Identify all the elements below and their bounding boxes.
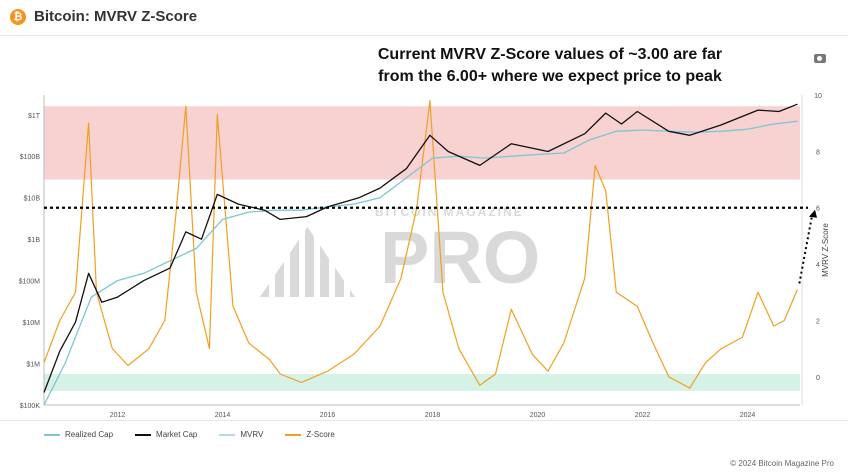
y-right-tick-label: 8: [816, 149, 820, 156]
y-right-tick-label: 4: [816, 262, 820, 269]
y-right-tick-label: 10: [814, 93, 822, 100]
legend-swatch: [135, 433, 152, 436]
target-arrow-head-icon: [809, 209, 817, 218]
x-tick-label: 2014: [215, 412, 231, 419]
y-right-tick-label: 0: [816, 375, 820, 382]
legend-label: Realized Cap: [65, 430, 114, 439]
legend-swatch: [219, 433, 236, 436]
page-title: Bitcoin: MVRV Z-Score: [34, 8, 198, 25]
y-left-tick-label: $100B: [20, 154, 41, 161]
legend-item[interactable]: Realized Cap: [44, 430, 113, 439]
y-left-tick-label: $100M: [19, 279, 41, 286]
annotation-line-2: from the 6.00+ where we expect price to …: [378, 68, 722, 85]
chart-annotation: Current MVRV Z-Score values of ~3.00 are…: [300, 44, 800, 88]
legend-label: Z-Score: [306, 430, 335, 439]
x-tick-label: 2024: [740, 412, 756, 419]
legend-swatch: [285, 433, 302, 436]
y-left-tick-label: $10B: [24, 196, 41, 203]
y-left-tick-label: $1M: [26, 362, 40, 369]
x-tick-label: 2022: [635, 412, 651, 419]
chart-header: ₿ Bitcoin: MVRV Z-Score: [0, 0, 848, 36]
x-tick-label: 2018: [425, 412, 441, 419]
x-tick-label: 2020: [530, 412, 546, 419]
green-zone-band: [44, 374, 800, 391]
legend-swatch: [44, 433, 60, 436]
footer-divider: [0, 420, 848, 421]
legend-item[interactable]: MVRV: [219, 430, 263, 439]
legend-label: Market Cap: [156, 430, 198, 439]
copyright: © 2024 Bitcoin Magazine Pro: [730, 459, 834, 468]
market-cap-line: [43, 103, 798, 393]
bitcoin-logo-icon: ₿: [10, 9, 26, 25]
y-right-tick-label: 2: [816, 318, 820, 325]
annotation-line-1: Current MVRV Z-Score values of ~3.00 are…: [377, 46, 723, 63]
z-score-line: [43, 99, 798, 389]
legend-item[interactable]: Market Cap: [135, 430, 197, 439]
realized-cap-line: [43, 120, 798, 406]
header-divider: [0, 35, 848, 36]
target-arrow-line: [798, 215, 813, 284]
legend-item[interactable]: Z-Score: [285, 430, 335, 439]
chart-legend: Realized Cap Market Cap MVRV Z-Score: [44, 430, 335, 439]
x-tick-label: 2016: [320, 412, 336, 419]
y-left-tick-label: $1T: [28, 113, 41, 120]
y-left-tick-label: $100K: [20, 403, 41, 410]
y-left-tick-label: $1B: [28, 237, 41, 244]
x-tick-label: 2012: [110, 412, 126, 419]
camera-icon[interactable]: [814, 54, 826, 63]
legend-label: MVRV: [240, 430, 264, 439]
y-left-tick-label: $10M: [22, 320, 40, 327]
y-right-tick-label: 6: [816, 206, 820, 213]
y-right-axis-label: MVRV Z-Score: [821, 223, 830, 277]
